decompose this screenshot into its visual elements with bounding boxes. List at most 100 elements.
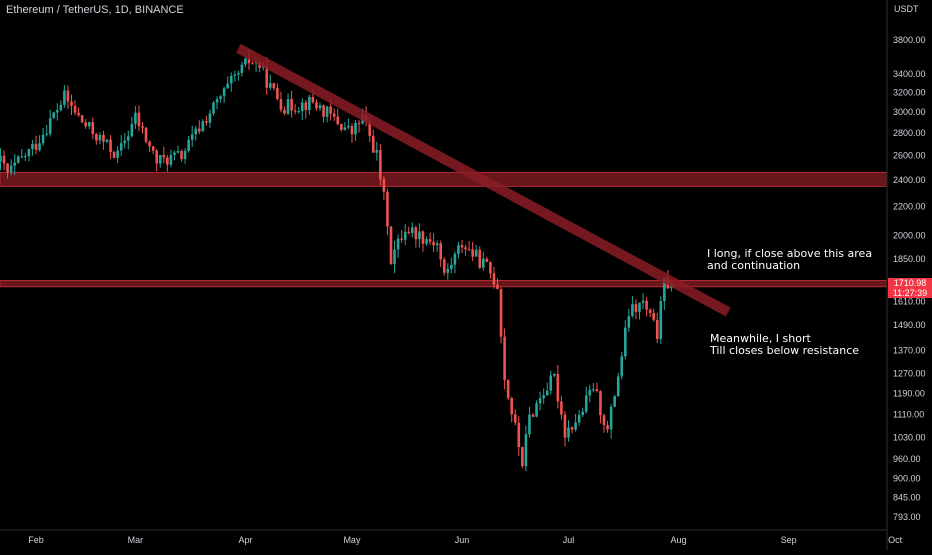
candle — [173, 150, 176, 161]
candle — [350, 123, 354, 143]
candle — [276, 83, 279, 101]
candle — [574, 413, 577, 432]
short-note-line-2: Till closes below resistance — [710, 344, 860, 357]
candle — [219, 94, 222, 103]
candle — [66, 85, 70, 109]
candle — [183, 148, 187, 164]
candle — [503, 328, 506, 390]
candle — [162, 146, 166, 164]
candle — [382, 176, 386, 200]
candle — [435, 240, 439, 253]
symbol-title[interactable]: Ethereum / TetherUS, 1D, BINANCE — [6, 4, 184, 16]
candle — [279, 91, 283, 113]
candle — [407, 226, 411, 235]
candle — [460, 239, 464, 254]
candle — [6, 163, 9, 179]
candle — [38, 135, 41, 152]
candle — [343, 122, 347, 131]
candle — [229, 72, 233, 92]
price-axis[interactable]: 3800.00 3400.00 3200.00 3000.00 2800.00 2600.… — [893, 35, 926, 522]
candle — [226, 76, 229, 89]
candle — [464, 244, 467, 256]
candle — [652, 308, 655, 322]
x-tick-label: Jun — [455, 535, 470, 545]
candle — [425, 236, 428, 246]
candle — [531, 413, 535, 418]
candle — [308, 94, 311, 115]
candle — [599, 390, 602, 424]
candle — [432, 233, 435, 252]
candle — [560, 395, 563, 420]
candle — [528, 406, 531, 438]
candle — [212, 100, 215, 116]
y-tick-label: 3000.00 — [893, 107, 926, 117]
candle — [485, 256, 489, 263]
candle — [31, 139, 34, 156]
time-axis[interactable]: Feb Mar Apr May Jun Jul Aug Sep Oct — [28, 535, 902, 545]
candle — [315, 99, 318, 111]
y-tick-label: 1850.00 — [893, 254, 926, 264]
candle — [620, 351, 624, 380]
candle — [148, 140, 151, 153]
descending-trendline[interactable] — [235, 43, 731, 317]
candle — [0, 148, 2, 171]
candle — [638, 302, 641, 320]
candle — [293, 104, 297, 115]
candle — [116, 146, 119, 163]
candle — [134, 106, 137, 129]
candle — [357, 120, 361, 133]
candle — [457, 241, 460, 259]
y-tick-label: 1110.00 — [893, 410, 924, 420]
candle — [492, 266, 496, 289]
y-tick-label: 1370.00 — [893, 346, 926, 356]
y-tick-label: 900.00 — [893, 474, 921, 484]
candle — [91, 117, 95, 140]
long-note-annotation[interactable]: I long, if close above this area and con… — [707, 248, 872, 272]
x-tick-label: Apr — [238, 535, 252, 545]
zone-2[interactable] — [0, 279, 888, 288]
candle — [659, 296, 663, 344]
candle — [144, 126, 148, 144]
candle — [570, 425, 574, 434]
candle — [41, 127, 45, 146]
short-note-annotation[interactable]: Meanwhile, I short Till closes below res… — [710, 333, 859, 357]
candle — [95, 133, 98, 145]
candle — [290, 90, 293, 118]
y-tick-label: 3800.00 — [893, 35, 926, 45]
candle — [535, 400, 538, 418]
candle — [325, 105, 329, 123]
candle — [109, 135, 112, 160]
candle — [354, 120, 357, 141]
candle — [194, 125, 198, 141]
candle — [389, 225, 393, 266]
candle — [201, 119, 205, 132]
zone-1[interactable] — [0, 171, 888, 187]
candle — [450, 257, 453, 274]
candle — [283, 106, 286, 116]
candle — [318, 102, 322, 111]
candle — [467, 241, 471, 252]
candles-layer — [0, 50, 673, 472]
candle — [393, 240, 396, 274]
candle — [52, 111, 56, 119]
candle — [645, 297, 648, 317]
candle — [616, 372, 620, 397]
candle — [403, 224, 407, 246]
candle — [63, 84, 66, 108]
candle — [155, 148, 158, 172]
candle — [176, 145, 180, 154]
y-tick-label: 2000.00 — [893, 230, 926, 240]
candle — [482, 251, 485, 271]
candle — [237, 70, 240, 81]
candle — [98, 132, 102, 145]
x-tick-label: Oct — [888, 535, 903, 545]
candle — [567, 420, 570, 442]
candle — [127, 130, 130, 150]
last-price-value: 1710.98 — [893, 278, 927, 288]
candle — [166, 154, 169, 172]
candle — [595, 382, 599, 393]
candle — [77, 107, 80, 117]
